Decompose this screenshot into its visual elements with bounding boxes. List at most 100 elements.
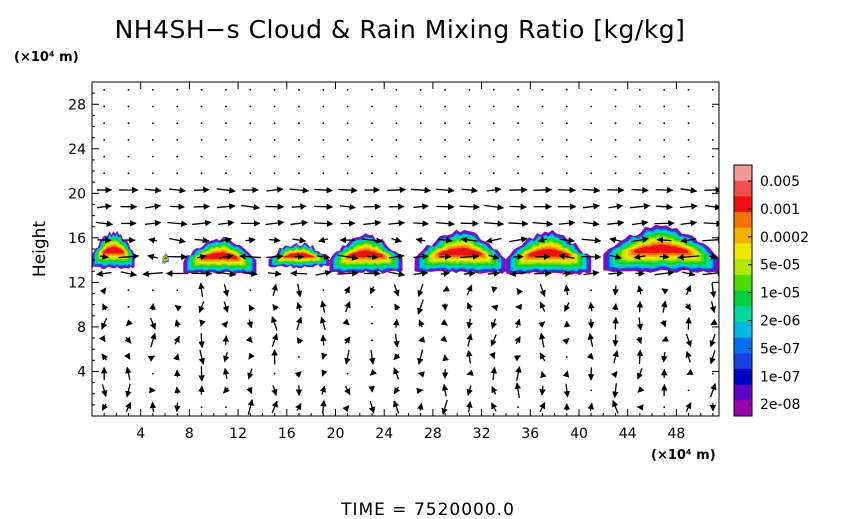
wind-vector	[124, 336, 132, 344]
wind-vector	[368, 401, 376, 414]
wind-vector	[173, 353, 180, 361]
wind-dot	[298, 155, 300, 158]
wind-dot	[298, 138, 300, 141]
wind-dot	[444, 138, 446, 141]
wind-dot	[468, 138, 471, 141]
wind-vector	[194, 236, 210, 244]
wind-dot	[127, 289, 130, 292]
wind-dot	[444, 122, 446, 125]
y-tick-label: 12	[68, 275, 86, 291]
wind-dot	[103, 122, 106, 125]
wind-dot	[565, 105, 568, 108]
wind-vector	[413, 203, 429, 210]
wind-dot	[371, 305, 373, 308]
wind-dot	[419, 172, 422, 175]
wind-dot	[103, 138, 106, 141]
wind-dot	[249, 138, 252, 141]
wind-dot	[371, 172, 373, 175]
wind-vector	[466, 401, 473, 413]
wind-vector	[685, 350, 692, 363]
wind-vector	[685, 284, 692, 296]
wind-vector	[343, 286, 351, 294]
wind-vector	[709, 301, 717, 314]
wind-vector	[562, 270, 572, 277]
wind-dot	[590, 88, 593, 91]
wind-dot	[614, 172, 617, 175]
wind-dot	[492, 155, 495, 158]
wind-vector	[393, 333, 400, 348]
wind-vector	[320, 399, 327, 414]
cloud-contour	[164, 256, 168, 259]
wind-vector	[611, 303, 619, 311]
wind-vector	[388, 253, 405, 260]
wind-dot	[468, 122, 471, 125]
wind-dot	[541, 172, 544, 175]
wind-vector	[612, 285, 619, 296]
wind-vector	[466, 302, 473, 312]
wind-dot	[517, 88, 520, 91]
colorbar-swatch	[734, 165, 752, 182]
wind-dot	[419, 105, 422, 108]
colorbar-swatch	[734, 353, 752, 370]
wind-vector	[343, 336, 351, 344]
wind-vector	[685, 316, 692, 330]
wind-dot	[273, 172, 276, 175]
wind-dot	[249, 172, 252, 175]
wind-vector	[490, 402, 498, 412]
wind-dot	[395, 105, 398, 108]
wind-vector	[656, 203, 673, 211]
wind-vector	[559, 237, 575, 244]
wind-dot	[346, 155, 349, 158]
wind-vector	[415, 237, 426, 244]
colorbar-label: 5e-07	[760, 341, 800, 357]
wind-dot	[712, 372, 714, 375]
wind-vector	[487, 270, 501, 277]
wind-vector	[685, 333, 692, 348]
wind-vector	[266, 253, 284, 260]
wind-vector	[563, 383, 571, 398]
wind-vector	[295, 403, 302, 411]
wind-vector	[417, 349, 424, 365]
wind-vector	[463, 270, 476, 277]
wind-dot	[565, 122, 568, 125]
wind-dot	[127, 88, 130, 91]
wind-vector	[508, 220, 529, 227]
wind-vector	[369, 368, 377, 376]
wind-dot	[395, 172, 398, 175]
wind-vector	[655, 186, 674, 194]
wind-vector	[709, 350, 716, 365]
wind-dot	[638, 105, 641, 108]
wind-vector	[442, 354, 449, 362]
wind-vector	[710, 383, 717, 398]
wind-vector	[198, 282, 205, 298]
wind-dot	[176, 155, 179, 158]
wind-vector	[344, 301, 351, 313]
wind-vector	[438, 236, 453, 244]
wind-vector	[193, 186, 210, 194]
wind-vector	[538, 321, 546, 328]
wind-vector	[149, 401, 157, 412]
wind-vector	[417, 283, 424, 298]
wind-dot	[225, 105, 227, 108]
wind-vector	[489, 351, 496, 360]
wind-vector	[516, 288, 523, 296]
wind-vector	[586, 352, 594, 360]
wind-dot	[322, 105, 325, 108]
wind-vector	[631, 236, 649, 243]
wind-vector	[247, 368, 254, 380]
wind-vector	[269, 236, 281, 244]
wind-vector	[515, 365, 522, 381]
wind-dot	[273, 105, 276, 108]
wind-vector	[245, 335, 253, 343]
wind-vector	[220, 236, 233, 244]
wind-vector	[485, 237, 502, 244]
wind-dot	[712, 88, 714, 91]
wind-vector	[199, 319, 206, 327]
wind-vector	[710, 318, 718, 326]
wind-vector	[435, 220, 455, 227]
wind-vector	[393, 400, 400, 414]
colorbar-label: 2e-08	[760, 397, 800, 413]
x-tick-label: 48	[667, 426, 685, 442]
wind-vector	[239, 253, 261, 260]
colorbar-label: 0.001	[760, 202, 800, 218]
